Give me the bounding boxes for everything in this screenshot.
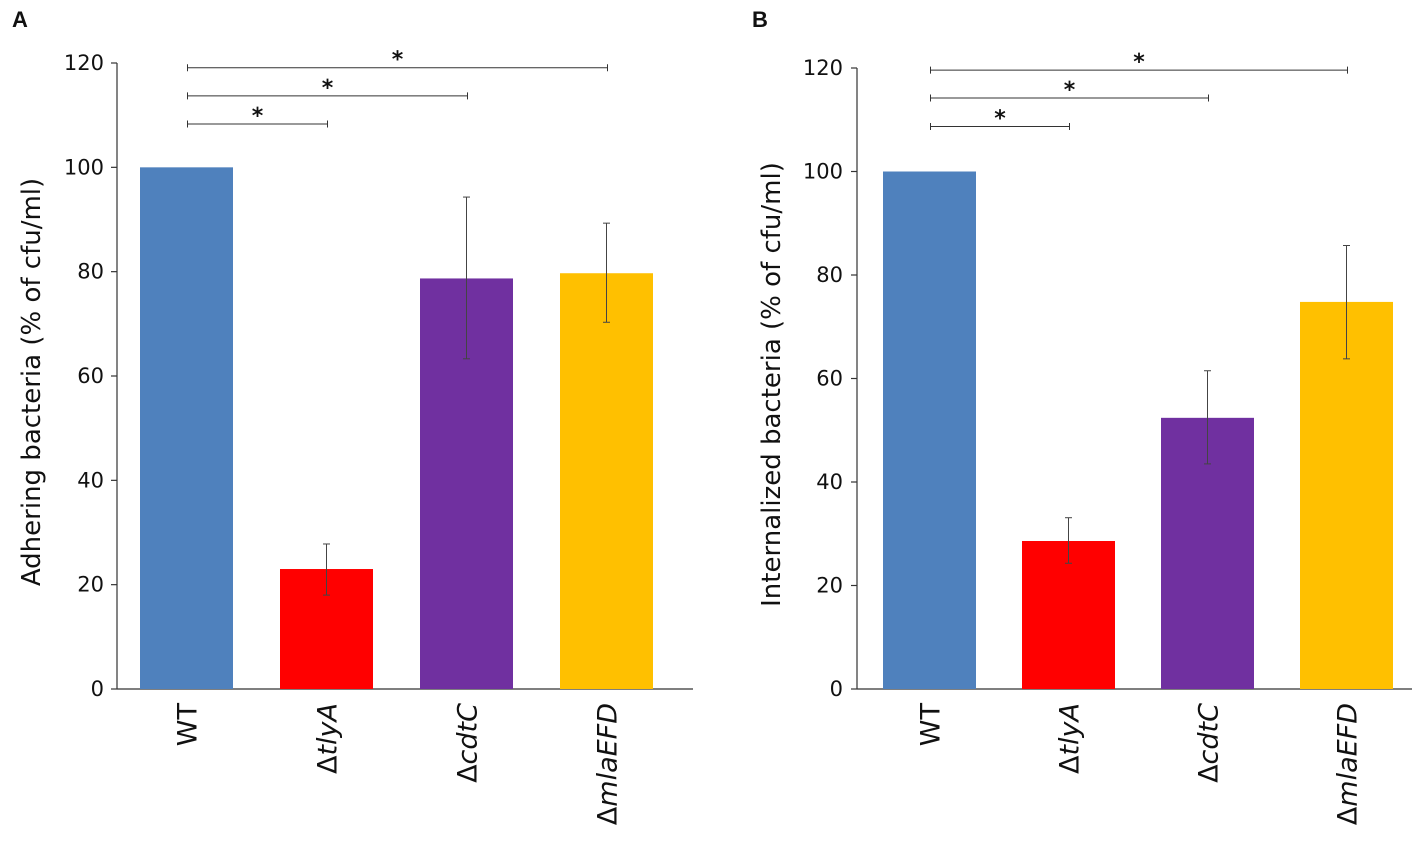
error-bar xyxy=(603,222,610,323)
delta-prefix: Δ xyxy=(593,806,624,825)
y-tick-label: 0 xyxy=(830,677,843,701)
bar-wt xyxy=(883,171,976,689)
significance-bracket: * xyxy=(930,78,1209,103)
bar-mlaefd xyxy=(560,273,653,689)
delta-prefix: Δ xyxy=(453,764,484,783)
significance-bracket: * xyxy=(187,104,328,129)
y-tick-label: 100 xyxy=(64,155,104,179)
bar-tlya xyxy=(1022,540,1115,689)
x-category-label: ΔtlyA xyxy=(313,703,344,774)
y-tick-label: 20 xyxy=(77,573,104,597)
category-name: cdtC xyxy=(1194,703,1225,765)
error-bar xyxy=(1343,245,1350,360)
significance-star: * xyxy=(322,76,334,101)
bar-mlaefd xyxy=(1300,301,1393,689)
y-tick-label: 80 xyxy=(816,263,843,287)
category-name: cdtC xyxy=(453,703,484,765)
y-tick-label: 80 xyxy=(77,260,104,284)
y-tick-label: 0 xyxy=(91,677,104,701)
error-bar xyxy=(323,543,330,596)
x-category-label: ΔtlyA xyxy=(1055,703,1086,774)
category-name: tlyA xyxy=(313,703,344,756)
y-axis-title: Internalized bacteria (% of cfu/ml) xyxy=(757,162,787,607)
significance-star: * xyxy=(392,48,404,73)
panel-b: B 0 20 40 60 80 100 120 Internalized bacteria (%… xyxy=(752,7,1412,825)
x-category-label: ΔcdtC xyxy=(1194,703,1225,783)
error-bar xyxy=(1065,517,1072,564)
significance-bracket: * xyxy=(187,76,468,101)
category-name: tlyA xyxy=(1055,703,1086,756)
delta-prefix: Δ xyxy=(1055,755,1086,774)
error-bar xyxy=(463,196,470,360)
significance-star: * xyxy=(1064,78,1076,103)
bar-wt xyxy=(140,167,233,690)
x-category-label: WT xyxy=(916,703,947,747)
panel-label: A xyxy=(12,7,28,32)
y-tick-label: 120 xyxy=(803,56,843,80)
y-axis-title: Adhering bacteria (% of cfu/ml) xyxy=(17,178,47,586)
x-category-label: ΔcdtC xyxy=(453,703,484,783)
delta-prefix: Δ xyxy=(1194,764,1225,783)
y-tick-label: 120 xyxy=(64,51,104,75)
panel-a: A 0 20 40 60 80 100 120 Adhering bacteria (% of … xyxy=(12,7,693,825)
significance-bracket: * xyxy=(930,106,1070,131)
y-tick-label: 20 xyxy=(816,574,843,598)
significance-star: * xyxy=(252,104,264,129)
y-tick-label: 60 xyxy=(77,364,104,388)
y-tick-label: 40 xyxy=(77,468,104,492)
y-tick-label: 100 xyxy=(803,160,843,184)
significance-bracket: * xyxy=(930,50,1348,75)
x-category-label: ΔmlaEFD xyxy=(593,703,624,825)
error-bar xyxy=(1204,370,1211,465)
category-name: mlaEFD xyxy=(593,703,624,807)
panel-label: B xyxy=(752,7,768,32)
category-name: mlaEFD xyxy=(1333,703,1364,807)
significance-star: * xyxy=(994,106,1006,131)
category-name: WT xyxy=(173,703,204,747)
delta-prefix: Δ xyxy=(313,755,344,774)
category-name: WT xyxy=(916,703,947,747)
significance-bracket: * xyxy=(187,48,608,73)
y-tick-label: 40 xyxy=(816,470,843,494)
y-tick-label: 60 xyxy=(816,367,843,391)
delta-prefix: Δ xyxy=(1333,806,1364,825)
x-category-label: ΔmlaEFD xyxy=(1333,703,1364,825)
significance-star: * xyxy=(1133,50,1145,75)
x-category-label: WT xyxy=(173,703,204,747)
